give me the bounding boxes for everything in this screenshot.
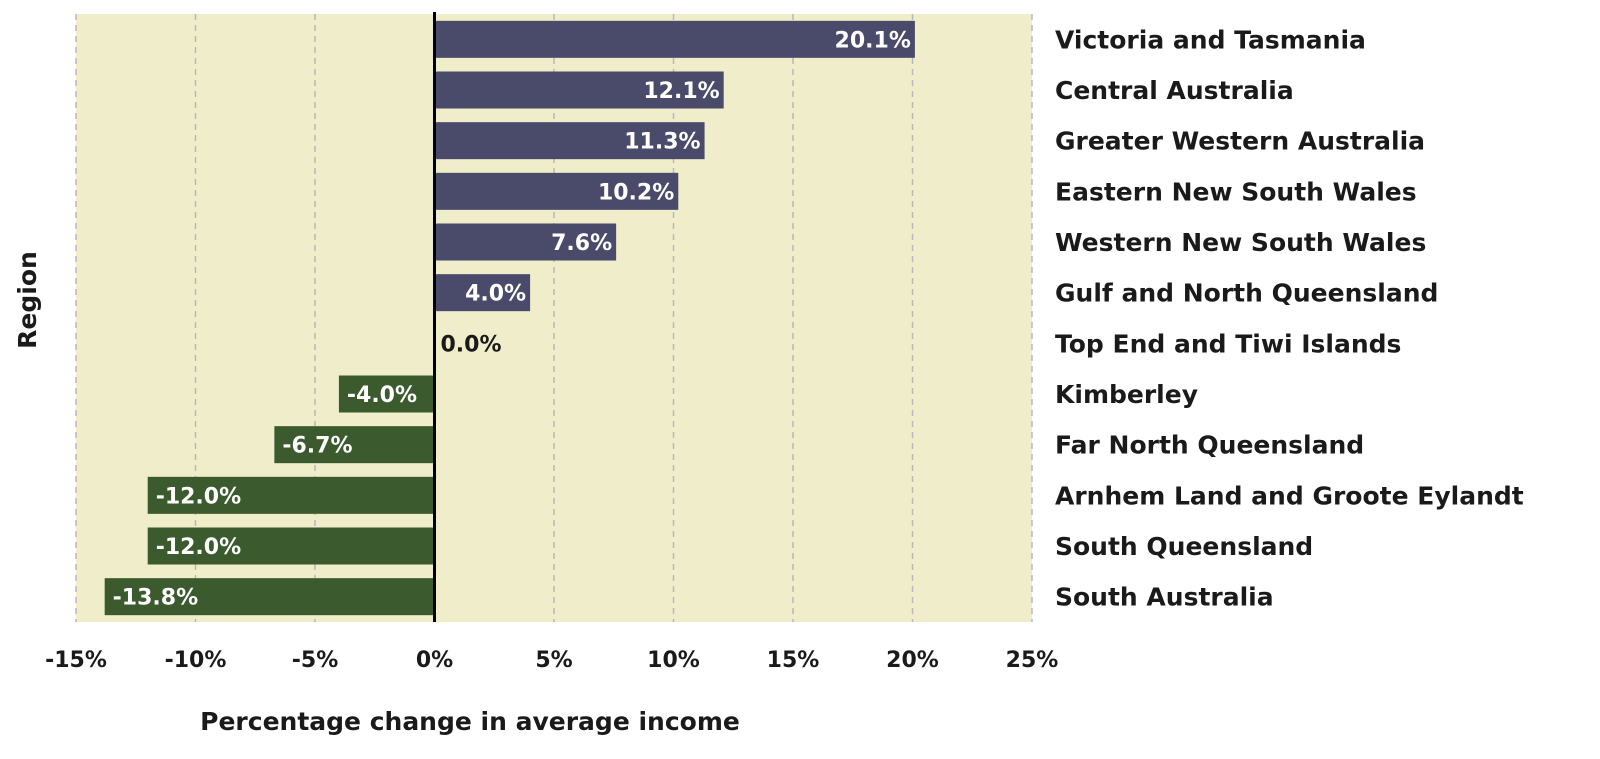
bars	[104, 20, 915, 616]
data-label: 4.0%	[465, 282, 526, 307]
y-axis-title: Region	[13, 251, 42, 349]
x-axis-title: Percentage change in average income	[200, 707, 740, 736]
x-tick-label: 20%	[886, 648, 939, 673]
category-label: South Australia	[1055, 583, 1274, 612]
category-label: Kimberley	[1055, 380, 1198, 409]
bar	[434, 122, 705, 160]
data-label: 11.3%	[624, 130, 700, 155]
category-label: South Queensland	[1055, 532, 1313, 561]
bar	[147, 476, 435, 514]
bar	[434, 274, 531, 312]
category-label: Greater Western Australia	[1055, 127, 1425, 156]
category-label: Western New South Wales	[1055, 228, 1426, 257]
data-labels: 20.1% 12.1% 11.3% 10.2% 7.6% 4.0% 0.0% -4.0% -6.…	[113, 28, 911, 610]
category-label: Top End and Tiwi Islands	[1055, 329, 1401, 358]
bar	[147, 527, 435, 565]
x-tick-label: 10%	[647, 648, 700, 673]
bar	[338, 375, 435, 413]
data-label: -6.7%	[282, 434, 352, 459]
category-labels: Victoria and Tasmania Central Australia Gr…	[1055, 25, 1524, 611]
bar	[434, 71, 724, 109]
data-label: -13.8%	[113, 586, 198, 611]
category-label: Victoria and Tasmania	[1055, 25, 1366, 54]
bar	[434, 223, 617, 261]
x-tick-label: -15%	[45, 648, 107, 673]
data-label: -12.0%	[156, 535, 241, 560]
data-label: 7.6%	[551, 231, 612, 256]
x-tick-label: 25%	[1006, 648, 1059, 673]
data-label: -4.0%	[347, 383, 417, 408]
category-label: Arnhem Land and Groote Eylandt	[1055, 481, 1524, 510]
data-label: -12.0%	[156, 484, 241, 509]
bar	[434, 172, 679, 210]
x-tick-label: 15%	[767, 648, 820, 673]
x-tick-label: 0%	[416, 648, 453, 673]
bar	[274, 426, 435, 464]
x-tick-label: -5%	[292, 648, 338, 673]
data-label: 0.0%	[441, 332, 502, 357]
bar	[434, 20, 915, 58]
category-label: Eastern New South Wales	[1055, 177, 1417, 206]
category-label: Central Australia	[1055, 76, 1294, 105]
x-tick-label: 5%	[535, 648, 572, 673]
category-label: Far North Queensland	[1055, 431, 1364, 460]
x-tick-labels: -15% -10% -5% 0% 5% 10% 15% 20% 25%	[45, 648, 1058, 673]
data-label: 20.1%	[835, 28, 911, 53]
data-label: 12.1%	[643, 79, 719, 104]
data-label: 10.2%	[598, 180, 674, 205]
category-label: Gulf and North Queensland	[1055, 279, 1438, 308]
bar	[104, 578, 435, 616]
x-tick-label: -10%	[165, 648, 227, 673]
gridlines	[75, 14, 1033, 622]
